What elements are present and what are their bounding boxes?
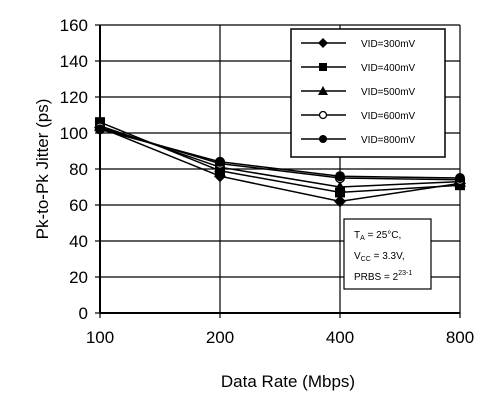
x-tick-label: 400 [326,328,354,347]
circle-marker [455,173,465,183]
diamond-marker [334,195,346,208]
y-tick-label: 20 [69,268,88,287]
legend-label: VID=800mV [361,135,416,146]
y-tick-label: 120 [60,88,88,107]
circle-marker [335,171,345,182]
note-line: VCC = 3.3V, [354,251,405,263]
triangle-marker [318,86,328,95]
legend-label: VID=300mV [361,39,416,50]
legend-item: VID=500mV [301,86,416,98]
square-marker [319,63,327,71]
y-tick-label: 100 [60,124,88,143]
triangle-marker [334,181,346,192]
note-line: PRBS = 223-1 [354,270,412,283]
legend-item: VID=600mV [301,110,416,122]
note-box [343,218,432,290]
legend-item: VID=400mV [301,63,416,74]
legend-box [290,28,446,158]
series-layer [94,117,466,208]
series-line [99,125,461,188]
circle-marker [319,135,327,143]
y-tick-label: 60 [69,196,88,215]
series-line [99,126,461,203]
legend: VID=300mV VID=400mV VID=500mV VID=600mV VID=… [290,28,446,158]
y-axis-title: Pk-to-Pk Jitter (ps) [33,99,52,240]
y-tick-label: 140 [60,52,88,71]
open-circle-marker [318,110,328,120]
x-tick-label: 200 [206,328,234,347]
conditions-note: TA = 25°C, VCC = 3.3V, PRBS = 223-1 [343,218,432,290]
diamond-marker [318,38,328,48]
legend-label: VID=400mV [361,63,416,74]
circle-marker [215,156,225,167]
legend-item: VID=800mV [301,135,416,146]
y-tick-label: 0 [79,304,88,323]
square-marker [335,187,345,198]
x-tick-label: 800 [446,328,474,347]
y-tick-label: 160 [60,16,88,35]
circle-marker [95,124,105,135]
axes: 0 20 40 60 80 100 120 140 160 100 200 400 800 [60,16,475,347]
note-line: TA = 25°C, [354,230,401,242]
series-5 [95,124,465,183]
legend-item: VID=300mV [301,38,416,50]
y-tick-label: 40 [69,232,88,251]
series-line [99,128,461,179]
legend-label: VID=600mV [361,111,416,122]
y-tick-label: 80 [69,160,88,179]
x-tick-label: 100 [86,328,114,347]
legend-label: VID=500mV [361,87,416,98]
x-axis-title: Data Rate (Mbps) [221,372,355,391]
